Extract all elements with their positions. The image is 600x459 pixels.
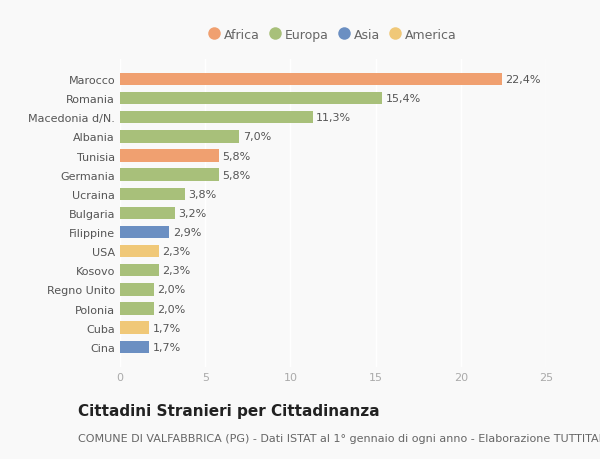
Bar [120, 131, 239, 143]
Text: 5,8%: 5,8% [222, 170, 250, 180]
Bar [120, 246, 159, 258]
Bar [120, 112, 313, 124]
Text: 7,0%: 7,0% [242, 132, 271, 142]
Text: 11,3%: 11,3% [316, 113, 351, 123]
Bar [120, 188, 185, 201]
Bar [120, 264, 159, 277]
Text: 5,8%: 5,8% [222, 151, 250, 161]
Text: 2,0%: 2,0% [157, 285, 186, 295]
Bar [120, 302, 154, 315]
Text: 2,9%: 2,9% [173, 228, 201, 237]
Text: 15,4%: 15,4% [386, 94, 421, 104]
Text: COMUNE DI VALFABBRICA (PG) - Dati ISTAT al 1° gennaio di ogni anno - Elaborazion: COMUNE DI VALFABBRICA (PG) - Dati ISTAT … [78, 433, 600, 442]
Text: 2,0%: 2,0% [157, 304, 186, 314]
Text: 2,3%: 2,3% [163, 246, 191, 257]
Bar [120, 93, 382, 105]
Text: 22,4%: 22,4% [505, 75, 541, 85]
Bar [120, 169, 219, 181]
Bar [120, 284, 154, 296]
Bar [120, 207, 175, 220]
Legend: Africa, Europa, Asia, America: Africa, Europa, Asia, America [209, 29, 457, 42]
Text: 1,7%: 1,7% [152, 323, 181, 333]
Text: 3,8%: 3,8% [188, 190, 217, 199]
Text: 2,3%: 2,3% [163, 266, 191, 276]
Bar [120, 150, 219, 162]
Bar [120, 341, 149, 353]
Bar [120, 73, 502, 86]
Text: 3,2%: 3,2% [178, 208, 206, 218]
Bar [120, 226, 169, 239]
Text: 1,7%: 1,7% [152, 342, 181, 352]
Text: Cittadini Stranieri per Cittadinanza: Cittadini Stranieri per Cittadinanza [78, 403, 380, 419]
Bar [120, 322, 149, 334]
